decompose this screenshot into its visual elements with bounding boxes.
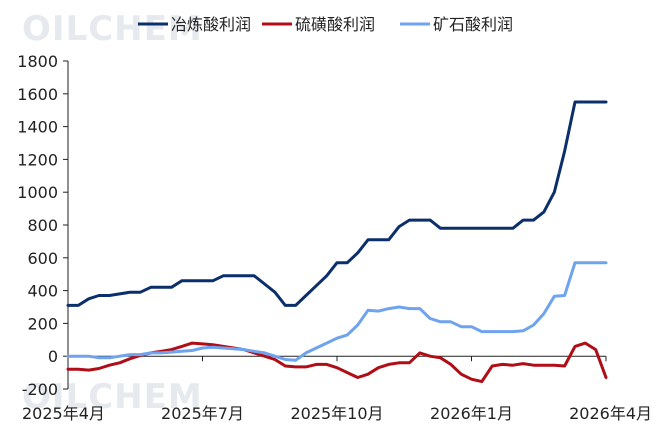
y-tick-label: 1200 (17, 150, 58, 169)
y-tick-label: 1600 (17, 85, 58, 104)
y-tick-label: 400 (27, 282, 58, 301)
x-tick-label: 2026年4月 (569, 404, 652, 423)
axes: -200 0 200 400 600 800 1000 1200 1400 1600 1800 202… (17, 52, 652, 423)
x-tick-label: 2025年4月 (22, 404, 105, 423)
y-tick-label: 200 (27, 314, 58, 333)
y-tick-label: 1400 (17, 118, 58, 137)
series-line-0 (66, 100, 608, 307)
x-tick-label: 2025年10月 (290, 404, 383, 423)
series-line-2 (66, 261, 608, 362)
series-layer (66, 100, 608, 384)
series-line-1 (66, 341, 608, 384)
y-tick-label: 800 (27, 216, 58, 235)
x-tick-label: 2026年1月 (430, 404, 513, 423)
x-tick-label: 2025年7月 (161, 404, 244, 423)
y-tick-label: -200 (22, 380, 58, 399)
y-tick-label: 1000 (17, 183, 58, 202)
legend-label-1: 硫磺酸利润 (295, 15, 375, 34)
y-tick-label: 1800 (17, 52, 58, 71)
watermark-top: OILCHEM (22, 9, 203, 49)
legend-label-0: 冶炼酸利润 (171, 15, 251, 34)
legend-label-2: 矿石酸利润 (433, 15, 513, 34)
y-tick-label: 600 (27, 249, 58, 268)
y-tick-label: 0 (48, 347, 58, 366)
legend: 冶炼酸利润 硫磺酸利润 矿石酸利润 (138, 15, 513, 34)
watermark-bottom: OILCHEM (22, 377, 203, 417)
